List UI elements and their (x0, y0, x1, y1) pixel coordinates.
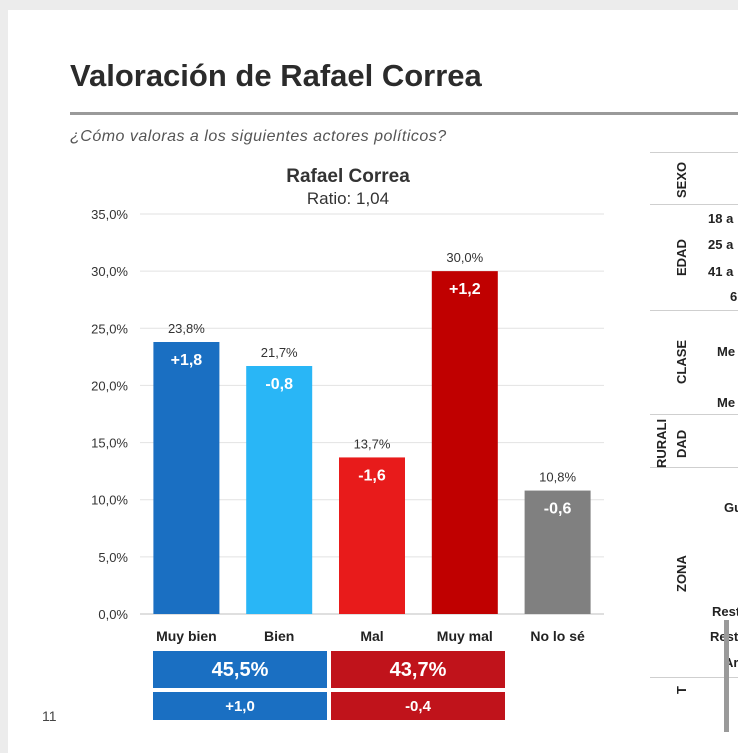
row-label: Me (717, 395, 736, 410)
bar (524, 490, 591, 614)
y-tick-label: 5,0% (98, 550, 128, 565)
section-t: T (674, 686, 689, 694)
value-label: 21,7% (261, 345, 298, 360)
summary-table: 45,5% 43,7% +1,0 -0,4 (152, 650, 506, 722)
negative-total: 43,7% (330, 650, 506, 689)
bar (246, 366, 313, 614)
change-label: -1,6 (358, 467, 386, 484)
value-label: 23,8% (168, 321, 205, 336)
x-tick-label: Muy bien (156, 628, 217, 644)
chart-ratio: Ratio: 1,04 (306, 189, 390, 208)
change-label: +1,2 (449, 281, 481, 298)
value-label: 10,8% (539, 470, 576, 485)
page-subtitle: ¿Cómo valoras a los siguientes actores p… (70, 128, 447, 145)
y-tick-label: 25,0% (91, 321, 128, 336)
table-rule (650, 152, 738, 153)
table-rule (650, 310, 738, 311)
table-rule (650, 467, 738, 468)
scrollbar-edge (724, 620, 729, 732)
change-label: -0,6 (544, 501, 572, 518)
table-rule (650, 204, 738, 205)
chart-title: Rafael Correa (286, 166, 410, 187)
row-label: 6 (730, 289, 738, 304)
section-sexo: SEXO (674, 161, 689, 198)
value-label: 30,0% (446, 250, 483, 265)
row-label: 18 a (708, 211, 734, 226)
table-rule (650, 414, 738, 415)
y-tick-label: 35,0% (91, 207, 128, 222)
y-tick-label: 30,0% (91, 264, 128, 279)
bar (431, 271, 498, 614)
section-edad: EDAD (674, 239, 689, 276)
section-zona: ZONA (674, 555, 689, 592)
row-label: Rest (712, 604, 738, 619)
section-dad: DAD (674, 429, 689, 458)
positive-change: +1,0 (152, 691, 328, 721)
change-label: +1,8 (171, 352, 203, 369)
page-number: 11 (42, 708, 57, 724)
x-tick-label: Bien (264, 628, 294, 644)
y-tick-label: 0,0% (98, 607, 128, 622)
x-tick-label: Muy mal (437, 628, 493, 644)
y-tick-label: 15,0% (91, 436, 128, 451)
x-tick-label: No lo sé (530, 628, 585, 644)
positive-total: 45,5% (152, 650, 328, 689)
negative-change: -0,4 (330, 691, 506, 721)
row-label: Gu (724, 500, 738, 515)
value-label: 13,7% (354, 436, 391, 451)
page-title: Valoración de Rafael Correa (70, 58, 482, 93)
y-tick-label: 20,0% (91, 378, 128, 393)
slide-page (8, 10, 738, 753)
row-label: 41 a (708, 264, 734, 279)
change-label: -0,8 (265, 376, 293, 393)
y-tick-label: 10,0% (91, 493, 128, 508)
section-clase: CLASE (674, 339, 689, 384)
table-rule (650, 677, 738, 678)
bar (339, 457, 405, 614)
title-divider (70, 112, 738, 115)
x-tick-label: Mal (360, 628, 383, 644)
row-label: Me (717, 344, 736, 359)
demographic-table-cropped: SEXO EDAD CLASE RURALI DAD ZONA T 18 a 2… (650, 152, 738, 732)
row-label: 25 a (708, 237, 734, 252)
section-rurali: RURALI (654, 418, 669, 468)
bar (153, 342, 220, 614)
